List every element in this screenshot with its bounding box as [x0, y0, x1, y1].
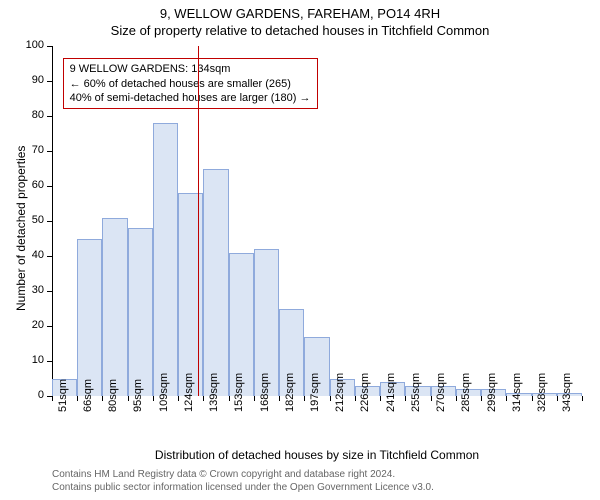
x-axis-label: Distribution of detached houses by size … — [52, 448, 582, 462]
xtick-mark — [304, 396, 305, 401]
reference-line — [198, 46, 199, 396]
chart-subtitle: Size of property relative to detached ho… — [0, 21, 600, 38]
ytick-mark — [47, 151, 52, 152]
annotation-box: 9 WELLOW GARDENS: 134sqm ← 60% of detach… — [63, 58, 318, 109]
ytick-mark — [47, 221, 52, 222]
ytick-mark — [47, 81, 52, 82]
ytick-mark — [47, 116, 52, 117]
xtick-mark — [128, 396, 129, 401]
xtick-mark — [203, 396, 204, 401]
histogram-bar — [203, 169, 228, 397]
histogram-bar — [128, 228, 153, 396]
xtick-mark — [456, 396, 457, 401]
xtick-mark — [77, 396, 78, 401]
footer-line: Contains HM Land Registry data © Crown c… — [52, 468, 434, 481]
ytick-mark — [47, 46, 52, 47]
chart-title: 9, WELLOW GARDENS, FAREHAM, PO14 4RH — [0, 0, 600, 21]
xtick-mark — [481, 396, 482, 401]
ytick-label: 10 — [18, 354, 44, 366]
ytick-label: 30 — [18, 284, 44, 296]
xtick-mark — [380, 396, 381, 401]
ytick-mark — [47, 186, 52, 187]
xtick-mark — [102, 396, 103, 401]
ytick-label: 70 — [18, 144, 44, 156]
xtick-mark — [355, 396, 356, 401]
histogram-bar — [153, 123, 178, 396]
xtick-mark — [229, 396, 230, 401]
histogram-bar — [77, 239, 102, 397]
ytick-label: 60 — [18, 179, 44, 191]
annotation-line: 9 WELLOW GARDENS: 134sqm — [70, 62, 311, 76]
ytick-mark — [47, 326, 52, 327]
histogram-bar — [102, 218, 127, 397]
xtick-mark — [330, 396, 331, 401]
xtick-mark — [506, 396, 507, 401]
ytick-label: 100 — [18, 39, 44, 51]
xtick-mark — [178, 396, 179, 401]
xtick-mark — [557, 396, 558, 401]
xtick-mark — [279, 396, 280, 401]
page-root: 9, WELLOW GARDENS, FAREHAM, PO14 4RH Siz… — [0, 0, 600, 500]
xtick-mark — [52, 396, 53, 401]
ytick-label: 50 — [18, 214, 44, 226]
footer-text: Contains HM Land Registry data © Crown c… — [52, 468, 434, 494]
footer-line: Contains public sector information licen… — [52, 481, 434, 494]
ytick-label: 40 — [18, 249, 44, 261]
annotation-line: 40% of semi-detached houses are larger (… — [70, 91, 311, 105]
xtick-mark — [405, 396, 406, 401]
xtick-mark — [254, 396, 255, 401]
ytick-label: 0 — [18, 389, 44, 401]
ytick-mark — [47, 256, 52, 257]
ytick-label: 20 — [18, 319, 44, 331]
ytick-mark — [47, 361, 52, 362]
ytick-mark — [47, 291, 52, 292]
xtick-mark — [582, 396, 583, 401]
histogram-bar — [178, 193, 203, 396]
xtick-mark — [532, 396, 533, 401]
ytick-label: 90 — [18, 74, 44, 86]
xtick-mark — [431, 396, 432, 401]
ytick-label: 80 — [18, 109, 44, 121]
xtick-mark — [153, 396, 154, 401]
annotation-line: ← 60% of detached houses are smaller (26… — [70, 77, 311, 91]
